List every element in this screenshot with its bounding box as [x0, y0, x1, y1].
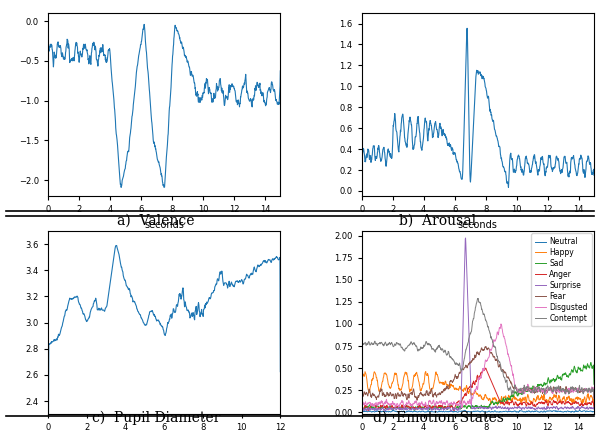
Anger: [482, 365, 490, 371]
Anger: [358, 407, 365, 412]
Surprise: [524, 405, 531, 411]
Happy: [590, 402, 598, 408]
Disgusted: [590, 395, 598, 401]
Surprise: [462, 235, 469, 241]
Fear: [358, 396, 365, 402]
Happy: [419, 385, 426, 390]
Contempt: [358, 367, 365, 372]
Text: b)  Arousal: b) Arousal: [400, 214, 476, 228]
Surprise: [590, 407, 598, 412]
Text: a)  Valence: a) Valence: [117, 214, 195, 228]
Sad: [410, 408, 418, 413]
Surprise: [458, 396, 465, 401]
Text: d)  Emotion States: d) Emotion States: [373, 411, 503, 425]
Disgusted: [358, 404, 365, 409]
Contempt: [419, 346, 426, 351]
Neutral: [533, 409, 541, 414]
Anger: [458, 401, 465, 406]
Disgusted: [559, 389, 566, 394]
Contempt: [524, 384, 531, 389]
Fear: [419, 392, 426, 397]
Surprise: [447, 409, 454, 414]
Disgusted: [383, 400, 391, 405]
Contempt: [474, 296, 481, 301]
Fear: [533, 388, 541, 394]
Line: Happy: Happy: [362, 371, 594, 405]
Contempt: [590, 395, 598, 400]
Line: Sad: Sad: [362, 362, 594, 410]
Happy: [533, 395, 541, 400]
Line: Contempt: Contempt: [362, 298, 594, 398]
Happy: [358, 391, 365, 396]
Happy: [458, 387, 465, 392]
Sad: [458, 405, 465, 411]
Happy: [383, 373, 391, 378]
Neutral: [419, 409, 426, 414]
Anger: [524, 400, 531, 405]
Sad: [524, 387, 531, 392]
Contempt: [533, 387, 541, 392]
Line: Surprise: Surprise: [362, 238, 594, 411]
Fear: [482, 344, 490, 349]
Neutral: [515, 410, 522, 415]
Line: Fear: Fear: [362, 347, 594, 400]
Sad: [590, 382, 598, 387]
Anger: [533, 401, 541, 406]
Fear: [458, 368, 465, 373]
Sad: [587, 360, 595, 365]
Neutral: [559, 409, 566, 415]
Sad: [358, 406, 365, 412]
Sad: [419, 405, 426, 410]
Fear: [524, 388, 531, 393]
Sad: [383, 405, 391, 411]
Neutral: [458, 409, 465, 414]
X-axis label: seconds: seconds: [458, 220, 498, 230]
Sad: [559, 373, 566, 378]
Contempt: [383, 343, 391, 348]
Fear: [590, 396, 598, 401]
Sad: [533, 385, 541, 390]
Neutral: [383, 409, 391, 414]
Disgusted: [457, 399, 464, 405]
Neutral: [524, 409, 531, 414]
Fear: [413, 398, 421, 403]
Surprise: [383, 406, 391, 411]
Surprise: [559, 406, 566, 411]
Neutral: [590, 409, 598, 414]
Line: Disgusted: Disgusted: [362, 324, 594, 408]
Contempt: [457, 368, 464, 373]
Happy: [524, 394, 531, 399]
Fear: [383, 390, 391, 395]
X-axis label: seconds: seconds: [144, 220, 184, 230]
Anger: [419, 406, 426, 412]
Anger: [590, 405, 598, 411]
Happy: [422, 369, 430, 374]
Anger: [559, 399, 566, 405]
Disgusted: [458, 405, 466, 410]
Line: Neutral: Neutral: [362, 410, 594, 412]
Text: c)  Pupil Diameter: c) Pupil Diameter: [92, 411, 220, 425]
Surprise: [358, 407, 365, 412]
Line: Anger: Anger: [362, 368, 594, 411]
Happy: [559, 397, 566, 402]
Happy: [494, 402, 501, 408]
Anger: [383, 403, 391, 409]
Disgusted: [497, 321, 505, 327]
Contempt: [559, 386, 566, 392]
Anger: [365, 408, 372, 413]
Disgusted: [419, 401, 426, 406]
Fear: [559, 388, 566, 393]
Surprise: [419, 406, 426, 411]
Legend: Neutral, Happy, Sad, Anger, Surprise, Fear, Disgusted, Contempt: Neutral, Happy, Sad, Anger, Surprise, Fe…: [531, 233, 592, 327]
Disgusted: [533, 386, 541, 392]
Neutral: [389, 408, 397, 413]
Surprise: [533, 406, 541, 411]
Neutral: [358, 410, 365, 415]
Disgusted: [524, 386, 531, 391]
